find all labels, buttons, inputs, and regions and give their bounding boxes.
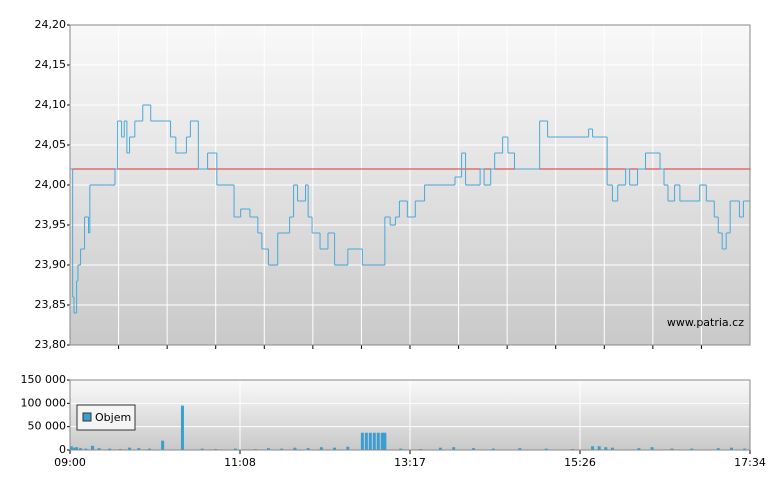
volume-bar (280, 448, 284, 450)
volume-bar (380, 432, 384, 450)
volume-bar (690, 448, 694, 450)
legend-swatch (82, 412, 92, 422)
plot-frame (69, 24, 751, 346)
volume-bar (180, 405, 184, 450)
volume-bar (376, 432, 380, 450)
volume-bar (591, 446, 595, 450)
volume-bar (75, 447, 79, 450)
volume-bar (368, 432, 372, 450)
y-tick-label: 0 (59, 443, 66, 456)
volume-bar (452, 447, 456, 450)
y-tick-label: 23,90 (35, 258, 67, 271)
volume-bar (491, 448, 495, 450)
x-tick-label: 11:08 (224, 456, 256, 469)
volume-bar (161, 440, 165, 450)
volume-bar (346, 446, 350, 450)
y-tick-label: 24,00 (35, 178, 67, 191)
volume-bar (90, 445, 94, 450)
volume-bar (72, 447, 76, 450)
volume-bar (108, 448, 112, 450)
volume-bar (293, 447, 297, 450)
volume-bar (743, 448, 747, 450)
x-tick-label: 13:17 (394, 456, 426, 469)
x-tick-label: 17:34 (734, 456, 766, 469)
x-tick-label: 15:26 (564, 456, 596, 469)
y-tick-label: 100 000 (21, 396, 67, 409)
volume-bar (650, 447, 654, 450)
volume-bar (128, 447, 132, 450)
y-tick-label: 24,15 (35, 58, 67, 71)
volume-bar (364, 432, 368, 450)
volume-bar (333, 447, 337, 450)
volume-bar (233, 448, 237, 450)
volume-bar (637, 448, 641, 450)
y-tick-label: 24,05 (35, 138, 67, 151)
plot-frame (69, 379, 751, 451)
volume-bar (372, 432, 376, 450)
volume-bar (518, 448, 522, 450)
y-tick-label: 50 000 (28, 420, 67, 433)
volume-bar (610, 447, 614, 450)
volume-bar (306, 448, 310, 450)
volume-bar (319, 447, 323, 450)
volume-bar (544, 448, 548, 450)
volume-bar (399, 448, 403, 450)
volume-bar (266, 448, 270, 450)
volume-bar (360, 432, 364, 450)
volume-bar (597, 446, 601, 450)
volume-bar (200, 448, 204, 450)
volume-bar (604, 447, 608, 450)
x-tick-label: 09:00 (54, 456, 86, 469)
volume-bar (137, 448, 141, 450)
volume-bar (383, 432, 387, 450)
y-tick-label: 23,85 (35, 298, 67, 311)
volume-bar (438, 447, 442, 450)
volume-bar (69, 446, 73, 450)
volume-bar (716, 448, 720, 450)
watermark: www.patria.cz (667, 316, 744, 329)
y-tick-label: 23,95 (35, 218, 67, 231)
volume-bar (729, 447, 733, 450)
volume-bar (147, 448, 151, 450)
y-tick-label: 24,20 (35, 18, 67, 31)
volume-bar (84, 448, 88, 450)
y-tick-label: 150 000 (21, 373, 67, 386)
volume-bar (670, 448, 674, 450)
volume-bar (97, 448, 101, 450)
legend-label: Objem (95, 411, 131, 424)
y-tick-label: 23,80 (35, 338, 67, 351)
volume-bar (79, 448, 83, 450)
y-tick-label: 24,10 (35, 98, 67, 111)
volume-bar (472, 448, 476, 450)
